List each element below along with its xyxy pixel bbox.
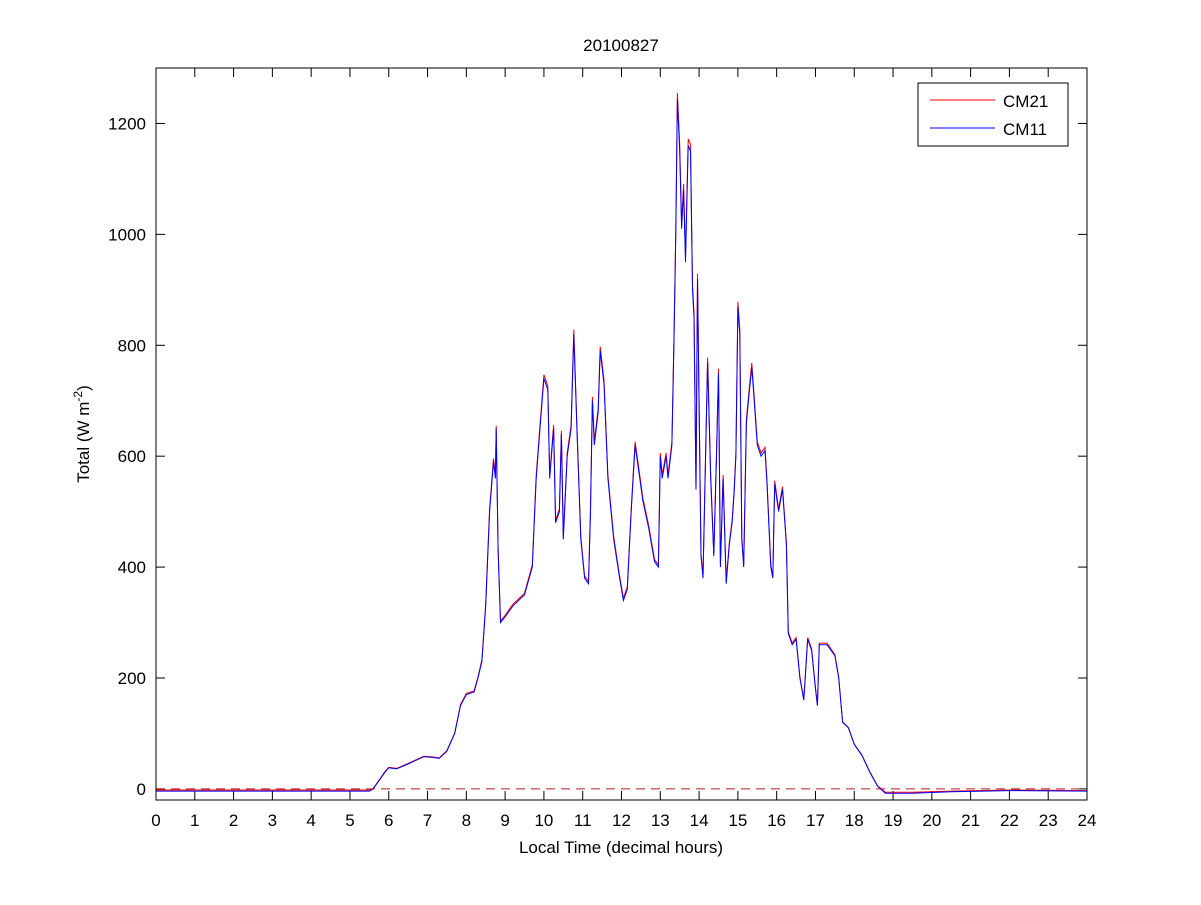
y-tick-label: 800 <box>118 336 146 355</box>
x-tick-label: 11 <box>574 811 592 830</box>
x-tick-label: 4 <box>306 811 315 830</box>
legend-label-cm11: CM11 <box>1003 120 1047 139</box>
x-tick-label: 10 <box>534 811 553 830</box>
x-tick-label: 23 <box>1039 811 1058 830</box>
x-tick-label: 1 <box>190 811 199 830</box>
x-tick-label: 2 <box>229 811 238 830</box>
y-axis-label-sup: -2 <box>71 391 85 402</box>
y-axis-label-main: Total (W m <box>74 402 93 483</box>
x-tick-label: 13 <box>651 811 670 830</box>
legend-box <box>917 82 1069 147</box>
series-lines <box>156 92 1088 794</box>
x-tick-label: 15 <box>728 811 747 830</box>
x-tick-label: 7 <box>423 811 432 830</box>
y-axis-label: Total (W m-2) <box>71 385 93 483</box>
legend-label-cm21: CM21 <box>1003 92 1048 111</box>
x-tick-label: 20 <box>922 811 941 830</box>
chart-title: 20100827 <box>583 36 659 55</box>
x-tick-label: 21 <box>961 811 980 830</box>
y-axis-label-end: ) <box>74 385 93 391</box>
axes-box <box>155 67 1088 801</box>
y-tick-label: 1200 <box>108 114 146 133</box>
x-tick-label: 5 <box>345 811 354 830</box>
x-tick-label: 8 <box>462 811 471 830</box>
x-axis-label: Local Time (decimal hours) <box>519 838 723 857</box>
x-tick-label: 0 <box>151 811 160 830</box>
series-line-cm11 <box>156 98 1088 794</box>
x-tick-label: 14 <box>690 811 709 830</box>
x-tick-label: 24 <box>1078 811 1097 830</box>
y-tick-label: 0 <box>137 780 146 799</box>
ticks: 0 1 2 3 4 5 6 7 8 9 10 11 12 13 14 15 16 17 18 19 20 21 22 23 24… <box>108 68 1096 830</box>
y-tick-label: 600 <box>118 447 146 466</box>
x-tick-label: 17 <box>806 811 825 830</box>
y-tick-label: 1000 <box>108 225 146 244</box>
x-tick-label: 9 <box>500 811 509 830</box>
y-tick-label: 200 <box>118 669 146 688</box>
plot-area <box>156 68 1087 800</box>
x-tick-label: 18 <box>845 811 864 830</box>
legend: CM21 CM11 <box>917 82 1069 147</box>
x-tick-label: 16 <box>767 811 786 830</box>
x-tick-label: 22 <box>1000 811 1019 830</box>
y-tick-label: 400 <box>118 558 146 577</box>
x-tick-label: 6 <box>384 811 393 830</box>
x-tick-label: 3 <box>268 811 277 830</box>
x-tick-label: 12 <box>612 811 631 830</box>
x-tick-label: 19 <box>884 811 903 830</box>
